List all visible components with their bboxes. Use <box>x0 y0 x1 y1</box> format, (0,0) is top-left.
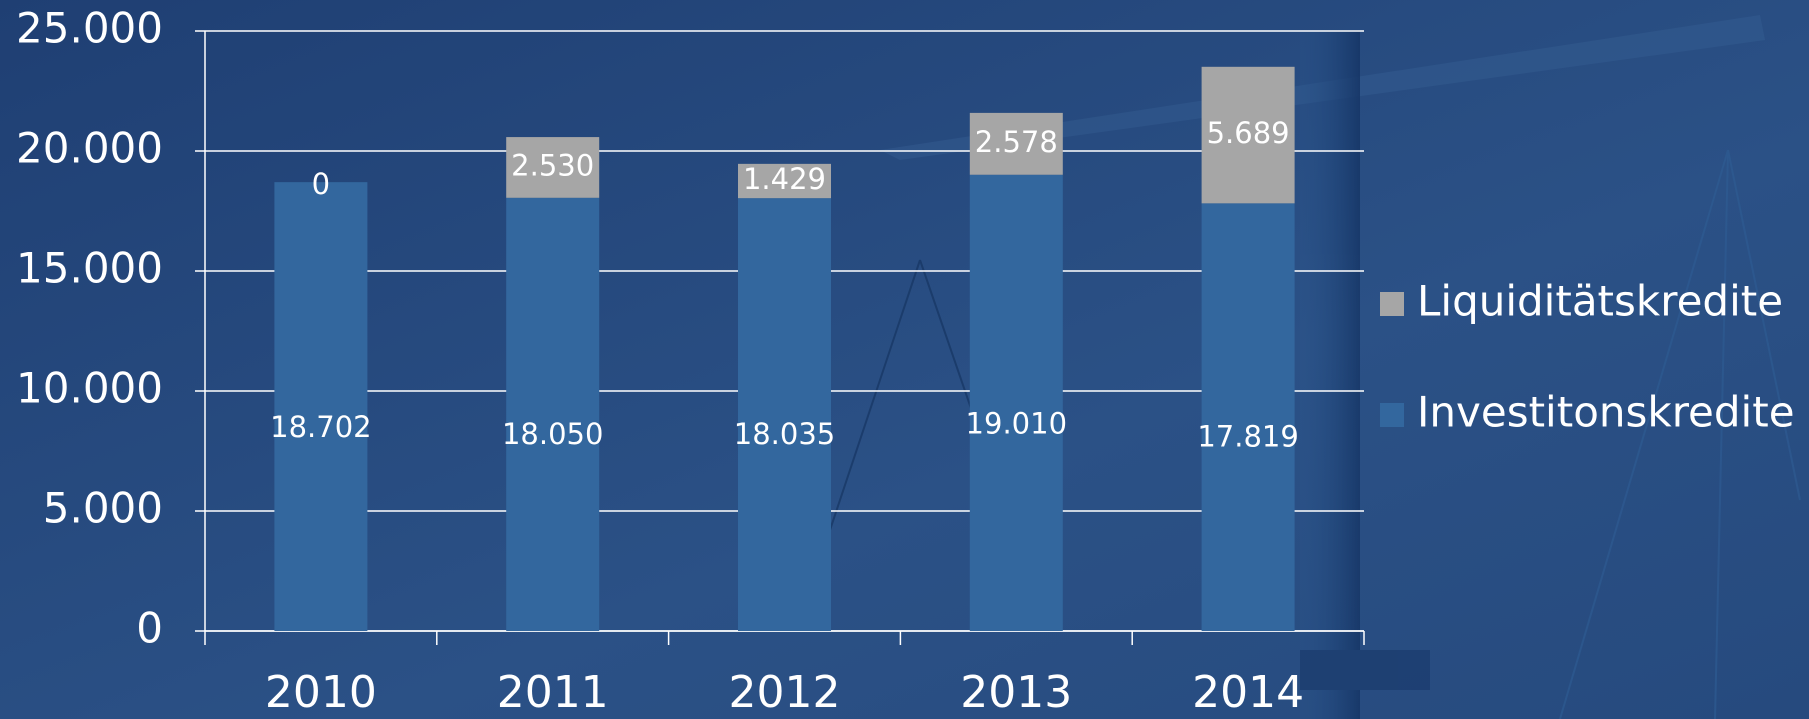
y-tick-label: 20.000 <box>16 124 163 173</box>
y-tick-label: 25.000 <box>16 4 163 53</box>
x-tick-label: 2010 <box>265 667 377 718</box>
value-label: 2.578 <box>975 125 1058 159</box>
x-tick-label: 2012 <box>729 667 841 718</box>
value-label: 0 <box>312 167 330 201</box>
x-tick-label: 2013 <box>960 667 1072 718</box>
legend-swatch <box>1380 403 1404 427</box>
bar-segment <box>970 175 1063 631</box>
page: 0 5.000 10.000 15.000 20.000 25.000 2010 18.702… <box>0 0 1809 719</box>
legend-swatch <box>1380 292 1404 316</box>
value-label: 2.530 <box>511 148 594 182</box>
background <box>0 0 1809 719</box>
x-tick-label: 2011 <box>497 667 609 718</box>
value-label: 5.689 <box>1207 116 1290 150</box>
bar-segment <box>506 198 599 631</box>
value-label: 18.035 <box>734 417 835 451</box>
value-label: 17.819 <box>1197 420 1298 454</box>
x-tick-label: 2014 <box>1192 667 1304 718</box>
value-label: 18.050 <box>502 417 603 451</box>
chart: 0 5.000 10.000 15.000 20.000 25.000 2010 18.702… <box>0 0 1809 719</box>
bar-segment <box>738 198 831 631</box>
value-label: 18.702 <box>270 410 371 444</box>
legend-label: Liquiditätskredite <box>1417 277 1783 326</box>
y-tick-label: 15.000 <box>16 244 163 293</box>
value-label: 1.429 <box>743 162 826 196</box>
y-tick-label: 10.000 <box>16 364 163 413</box>
value-label: 19.010 <box>966 407 1067 441</box>
y-tick-label: 5.000 <box>43 484 163 533</box>
bar-segment <box>1202 203 1295 631</box>
y-tick-label: 0 <box>136 604 163 653</box>
legend-label: Investitonskredite <box>1417 388 1795 437</box>
bar-segment <box>274 182 367 631</box>
